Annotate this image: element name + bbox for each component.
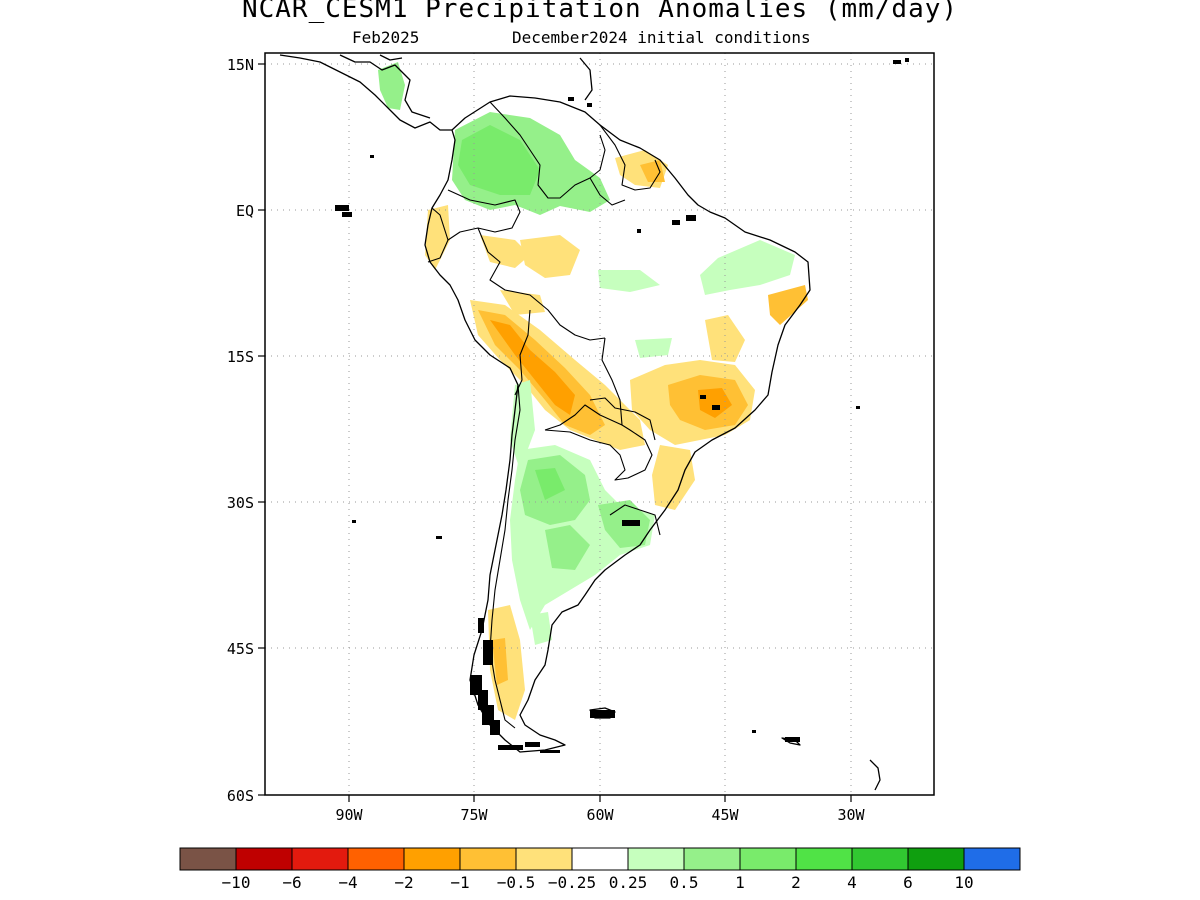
- border-argentina-bolivia-paraguay: [544, 424, 653, 481]
- anomaly-wet-central-argentina: [545, 525, 590, 570]
- lon-label-75w: 75W: [460, 806, 488, 824]
- forecast-month: Feb2025: [352, 28, 420, 47]
- lat-label-45s: 45S: [227, 640, 254, 658]
- yucatan-coast: [379, 54, 403, 61]
- lon-label-30w: 30W: [837, 806, 865, 824]
- border-bolivia-brazil: [544, 337, 623, 431]
- anomaly-shading: [378, 62, 808, 720]
- lat-label-15n: 15N: [227, 56, 254, 74]
- anomaly-wet-patagonia: [530, 612, 552, 645]
- central-america-coast: [279, 54, 452, 131]
- colorbar-swatch: [571, 847, 629, 871]
- anomaly-dry-amazon-south: [500, 290, 545, 315]
- border-chile-argentina: [489, 384, 521, 729]
- lat-label-60s: 60S: [227, 787, 254, 805]
- colorbar-label: 0.25: [609, 873, 648, 892]
- latitude-labels: 15N EQ 15S 30S 45S 60S: [227, 56, 254, 805]
- central-america-north-coast: [339, 54, 431, 119]
- lon-label-45w: 45W: [711, 806, 739, 824]
- colorbar-swatch: [739, 847, 797, 871]
- colorbar-swatch: [851, 847, 909, 871]
- anomaly-dry-andes-core: [490, 320, 575, 415]
- anomaly-dry-southeast: [652, 445, 695, 510]
- border-brazil-uruguay: [609, 504, 661, 536]
- border-peru-bolivia: [514, 309, 531, 396]
- border-colombia-south: [447, 189, 521, 241]
- anomaly-dry-north-coast-core: [640, 160, 665, 182]
- islands: [335, 58, 909, 753]
- colorbar-swatch: [627, 847, 685, 871]
- colorbar: −10 −6 −4 −2 −1 −0.5 −0.25 0.25 0.5 1 2 4 6 10: [179, 847, 1021, 892]
- anomaly-dry-peru-north: [480, 235, 530, 268]
- colorbar-label: −0.25: [548, 873, 596, 892]
- colorbar-label: −2: [394, 873, 413, 892]
- anomaly-dry-central-brazil-core: [698, 388, 732, 418]
- colorbar-swatch: [515, 847, 573, 871]
- colorbar-label: 2: [791, 873, 801, 892]
- anomaly-wet-amazon-patch: [598, 270, 660, 292]
- lon-label-60w: 60W: [586, 806, 614, 824]
- colorbar-swatch: [179, 847, 237, 871]
- south-america-coast: [424, 95, 811, 753]
- anomaly-wet-argentina-core: [535, 468, 565, 500]
- lon-label-90w: 90W: [335, 806, 363, 824]
- colorbar-label: −4: [338, 873, 357, 892]
- colorbar-swatch: [291, 847, 349, 871]
- anomaly-dry-patagonia-core: [492, 638, 508, 685]
- anomaly-dry-ecuador: [425, 205, 450, 270]
- border-peru-brazil: [477, 227, 606, 341]
- anomaly-dry-east-brazil: [705, 315, 745, 362]
- border-venezuela-brazil: [589, 177, 626, 206]
- colorbar-label: −6: [282, 873, 301, 892]
- colorbar-label: −0.5: [497, 873, 536, 892]
- colorbar-label: 1: [735, 873, 745, 892]
- graticule: [265, 53, 934, 795]
- anomaly-wet-colombia-core: [458, 125, 540, 195]
- country-borders: [427, 101, 661, 729]
- anomaly-dry-northeast-coast: [768, 285, 808, 325]
- lat-label-30s: 30S: [227, 494, 254, 512]
- caribbean-islands: [579, 57, 593, 101]
- longitude-labels: 90W 75W 60W 45W 30W: [335, 806, 865, 824]
- colorbar-swatch: [403, 847, 461, 871]
- colorbar-swatch: [235, 847, 293, 871]
- colorbar-swatch: [459, 847, 517, 871]
- colorbar-swatch: [907, 847, 965, 871]
- colorbar-label: 4: [847, 873, 857, 892]
- border-colombia-venezuela: [489, 101, 606, 199]
- border-paraguay: [589, 397, 656, 441]
- colorbar-swatch: [963, 847, 1021, 871]
- lat-label-eq: EQ: [236, 202, 254, 220]
- eastern-islands: [869, 759, 881, 791]
- anomaly-wet-mato-grosso: [635, 338, 672, 358]
- anomaly-dry-amazon: [520, 235, 580, 278]
- lat-label-15s: 15S: [227, 348, 254, 366]
- colorbar-swatch: [683, 847, 741, 871]
- colorbar-label: 6: [903, 873, 913, 892]
- colorbar-label: 0.5: [670, 873, 699, 892]
- initial-conditions: December2024 initial conditions: [512, 28, 811, 47]
- border-guianas: [599, 124, 661, 191]
- axis-ticks: [258, 63, 852, 802]
- colorbar-swatch: [347, 847, 405, 871]
- anomaly-wet-central-america: [378, 62, 405, 110]
- anomaly-wet-northeast-brazil: [700, 240, 795, 295]
- colorbar-label: −10: [222, 873, 251, 892]
- border-ecuador-peru: [427, 207, 449, 263]
- colorbar-label: −1: [450, 873, 469, 892]
- colorbar-label: 10: [954, 873, 973, 892]
- colorbar-swatch: [795, 847, 853, 871]
- map-title: NCAR_CESM1 Precipitation Anomalies (mm/d…: [241, 0, 959, 24]
